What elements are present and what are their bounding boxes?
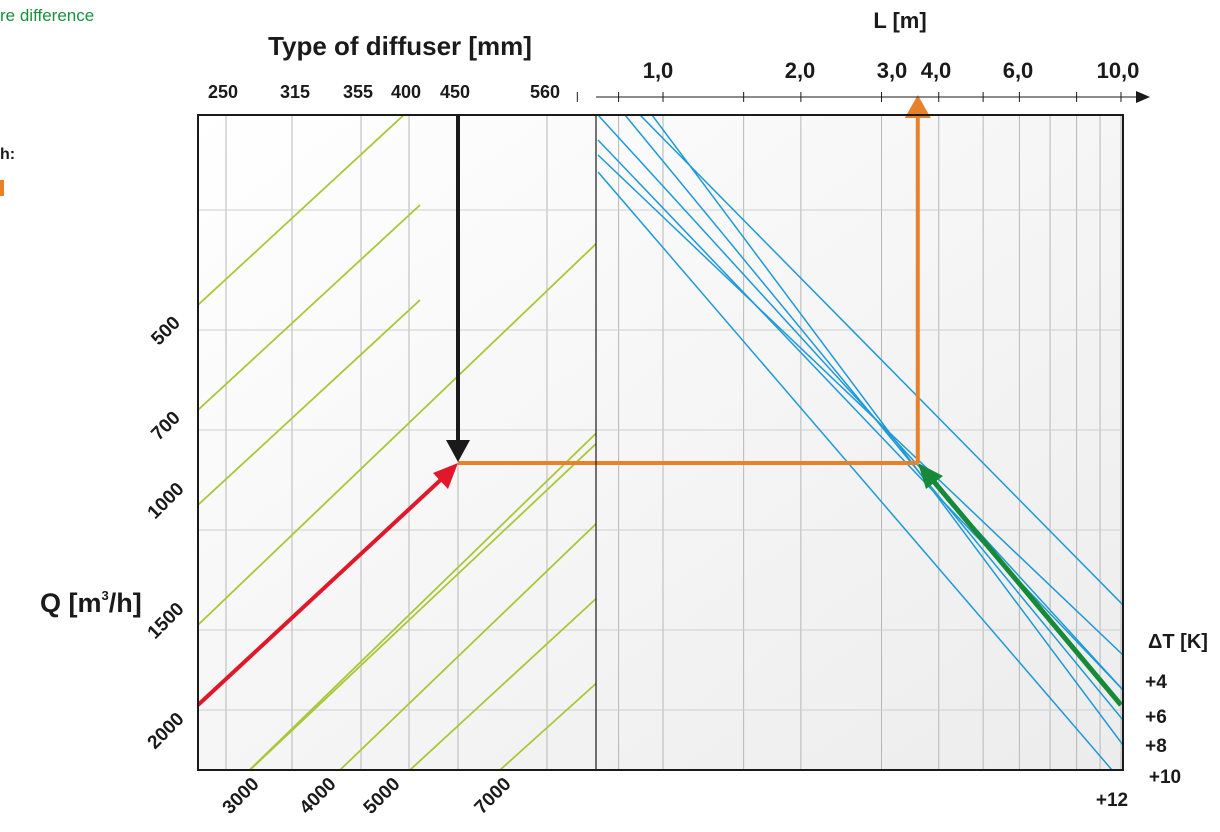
diffuser-tick-label: 250 — [208, 82, 238, 102]
path-up-arrowhead — [904, 95, 931, 118]
diffuser-line-5 — [339, 522, 596, 770]
diffuser-tick-label: 560 — [530, 82, 560, 102]
diffuser-line-6 — [409, 597, 596, 770]
temperature-difference-note: re difference — [0, 6, 95, 25]
dT-value-label: +10 — [1149, 767, 1181, 788]
Q-tick-left: 1000 — [144, 479, 189, 524]
Q-tick-bottom: 3000 — [219, 774, 264, 819]
L-axis-arrowhead — [1136, 91, 1150, 103]
Q-tick-bottom: 5000 — [360, 774, 405, 819]
diffuser-line-9 — [248, 432, 596, 770]
plot-background — [198, 115, 1123, 770]
dT-line-4 — [597, 171, 1113, 770]
diffuser-line-0 — [198, 115, 406, 306]
Q-axis-title: Q [m3/h] — [40, 588, 142, 618]
diffuser-line-7 — [499, 682, 596, 770]
dT-value-label: +12 — [1096, 790, 1128, 811]
diffuser-tick-label: 400 — [391, 82, 421, 102]
diffuser-line-4 — [249, 442, 596, 770]
diffuser-tick-label: 450 — [440, 82, 470, 102]
diffuser-line-3 — [198, 242, 596, 626]
dT-line-5 — [597, 154, 1123, 656]
red-arrow-line — [196, 472, 449, 707]
L-tick-label: 10,0 — [1097, 58, 1140, 83]
L-tick-label: 3,0 — [877, 58, 908, 83]
plot-frame — [197, 114, 1124, 771]
L-tick-label: 6,0 — [1003, 58, 1034, 83]
dT-line-3 — [597, 139, 1123, 691]
green-arrow-line — [928, 475, 1123, 707]
black-arrowhead — [446, 440, 470, 462]
Q-tick-bottom: 4000 — [296, 774, 341, 819]
dT-line-6 — [639, 115, 1123, 606]
diffuser-line-1 — [198, 204, 421, 411]
Q-tick-left: 500 — [147, 312, 184, 349]
diffuser-tick-label: 315 — [280, 82, 310, 102]
L-tick-label: 1,0 — [643, 58, 674, 83]
side-label: h: — [0, 146, 16, 163]
dT-line-0 — [597, 115, 1123, 691]
Q-tick-left: 2000 — [144, 709, 189, 754]
L-axis-title: L [m] — [873, 8, 926, 33]
dT-axis-title: ΔT [K] — [1148, 631, 1208, 653]
Q-tick-left: 700 — [147, 407, 184, 444]
L-tick-label: 2,0 — [785, 58, 816, 83]
dT-value-label: +8 — [1145, 736, 1167, 757]
diffuser-tick-label: 355 — [343, 82, 373, 102]
diffuser-line-2 — [198, 299, 421, 506]
diffuser-axis-title: Type of diffuser [mm] — [268, 31, 532, 61]
side-marker — [0, 180, 4, 196]
dT-value-label: +4 — [1145, 672, 1167, 693]
dT-value-label: +6 — [1145, 707, 1167, 728]
green-arrowhead — [918, 463, 943, 489]
Q-tick-bottom: 7000 — [471, 774, 516, 819]
L-tick-label: 4,0 — [921, 58, 952, 83]
red-arrowhead — [433, 463, 458, 489]
Q-tick-left: 1500 — [144, 599, 189, 644]
